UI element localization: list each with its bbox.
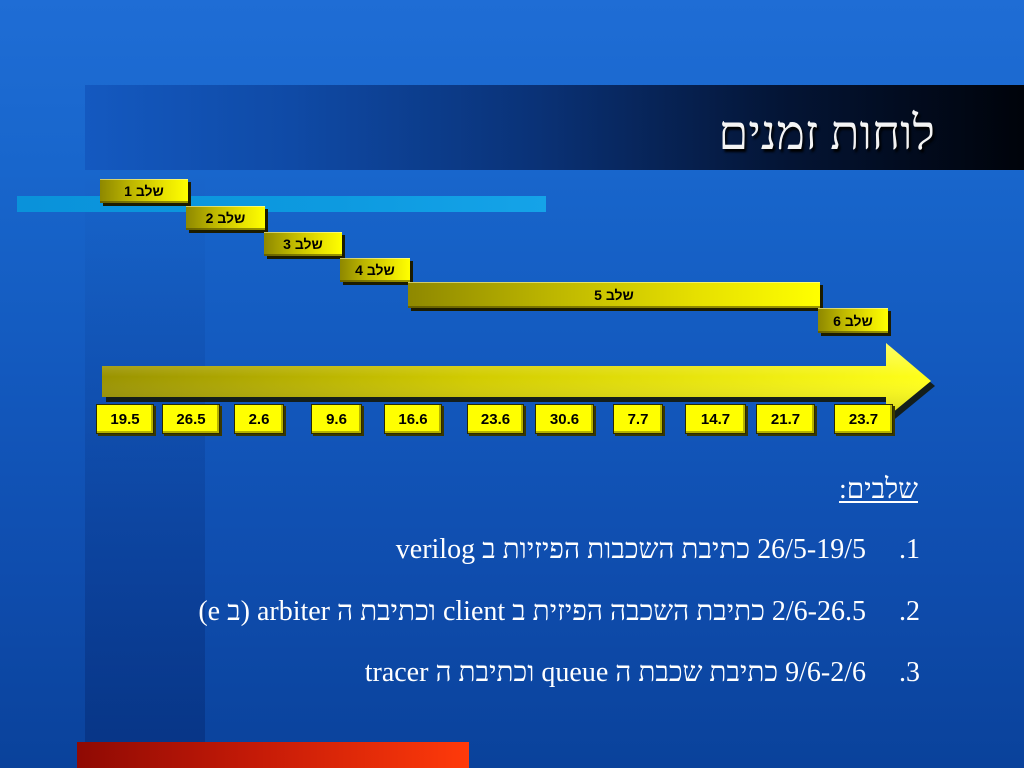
stage-item-text: 2/6-26.5 כתיבת השכבה הפיזית ב client וכת… (198, 596, 866, 627)
date-label-1: 19.5 (96, 404, 154, 434)
stage-item-number: 1. (899, 534, 920, 565)
accent-bar-red (77, 742, 469, 768)
stage-bar-3: שלב 3 (264, 232, 342, 256)
date-label-text: 23.7 (848, 410, 879, 428)
title-bar (85, 85, 1024, 170)
background-left-band (85, 170, 205, 768)
date-label-text: 21.7 (770, 410, 801, 428)
stage-bar-label: שלב 1 (124, 183, 164, 199)
date-label-8: 7.7 (613, 404, 663, 434)
stage-bar-2: שלב 2 (186, 206, 265, 230)
date-label-11: 23.7 (834, 404, 893, 434)
stage-item-text: 9/6-2/6 כתיבת שכבת ה queue וכתיבת ה trac… (364, 657, 866, 688)
date-label-text: 2.6 (248, 410, 270, 428)
date-label-text: 7.7 (627, 410, 649, 428)
date-label-3: 2.6 (234, 404, 284, 434)
stage-bar-label: שלב 4 (355, 262, 395, 278)
stage-item-text: 26/5-19/5 כתיבת השכבות הפיזיות ב verilog (395, 534, 866, 565)
date-label-text: 9.6 (326, 410, 347, 428)
date-label-10: 21.7 (756, 404, 815, 434)
stage-item-3: 3. 9/6-2/6 כתיבת שכבת ה queue וכתיבת ה t… (365, 655, 920, 691)
stage-bar-4: שלב 4 (340, 258, 410, 282)
stage-bar-label: שלב 2 (205, 210, 246, 226)
date-label-2: 26.5 (162, 404, 220, 434)
date-label-text: 30.6 (549, 410, 580, 428)
date-label-4: 9.6 (311, 404, 362, 434)
stage-bar-label: שלב 3 (283, 236, 323, 252)
slide-title: לוחות זמנים (718, 107, 935, 160)
stage-item-1: 1. 26/5-19/5 כתיבת השכבות הפיזיות ב veri… (396, 532, 920, 568)
stage-item-number: 2. (899, 596, 920, 627)
stage-item-number: 3. (899, 657, 920, 688)
date-label-9: 14.7 (685, 404, 746, 434)
stage-item-2: 2. 2/6-26.5 כתיבת השכבה הפיזית ב client … (198, 594, 920, 630)
date-label-text: 14.7 (700, 410, 731, 428)
date-label-7: 30.6 (535, 404, 594, 434)
stage-bar-6: שלב 6 (818, 308, 888, 333)
date-label-5: 16.6 (384, 404, 442, 434)
stage-bar-label: שלב 6 (833, 312, 873, 329)
date-label-text: 16.6 (398, 410, 428, 428)
accent-bar-cyan (17, 196, 546, 212)
date-label-6: 23.6 (467, 404, 524, 434)
date-label-text: 19.5 (110, 410, 140, 428)
stages-heading: שלבים: (838, 474, 918, 505)
date-label-text: 23.6 (480, 410, 511, 428)
stage-bar-label: שלב 5 (594, 287, 634, 303)
stage-bar-1: שלב 1 (100, 179, 188, 203)
stage-bar-5: שלב 5 (408, 282, 820, 308)
date-label-text: 26.5 (176, 410, 206, 428)
